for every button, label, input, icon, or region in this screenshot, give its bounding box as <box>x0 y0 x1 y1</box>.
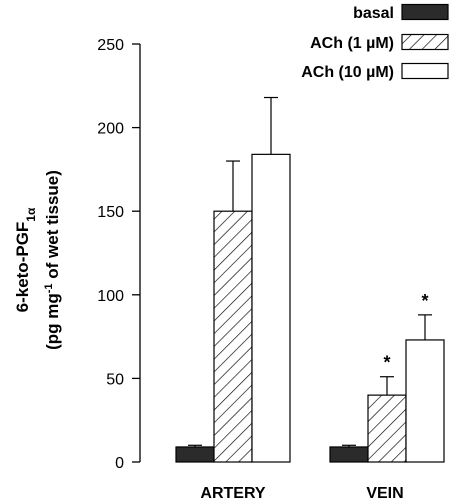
legend-swatch <box>401 3 449 21</box>
y-tick-label: 0 <box>115 455 124 472</box>
bar <box>175 446 215 463</box>
legend: basal ACh (1 µM) ACh (10 µM) <box>301 3 449 81</box>
x-category-label: ARTERY <box>200 485 266 502</box>
y-tick-label: 150 <box>97 204 124 221</box>
bar <box>213 210 253 463</box>
bar <box>251 153 291 463</box>
bar <box>329 446 369 463</box>
bar <box>367 394 407 463</box>
y-axis-label: 6-keto-PGF1α (pg mg-1 of wet tissue) <box>13 170 62 350</box>
y-tick-label: 50 <box>106 371 124 388</box>
x-category-label: VEIN <box>366 485 403 502</box>
legend-swatch <box>401 33 449 51</box>
legend-label: ACh (1 µM) <box>310 35 394 52</box>
legend-label: ACh (10 µM) <box>301 64 394 81</box>
y-tick-label: 200 <box>97 121 124 138</box>
legend-label: basal <box>353 5 394 22</box>
significance-mark: * <box>383 353 390 373</box>
y-axis-label-line1: 6-keto-PGF1α <box>13 207 38 312</box>
y-axis-label-line2: (pg mg-1 of wet tissue) <box>43 170 62 350</box>
y-tick-label: 250 <box>97 37 124 54</box>
legend-swatch <box>401 62 449 80</box>
y-tick-label: 100 <box>97 288 124 305</box>
significance-mark: * <box>421 291 428 311</box>
plot-area: 0 50 100 150 200 250 ARTERY * * VEIN <box>97 37 445 502</box>
bar <box>405 339 445 463</box>
